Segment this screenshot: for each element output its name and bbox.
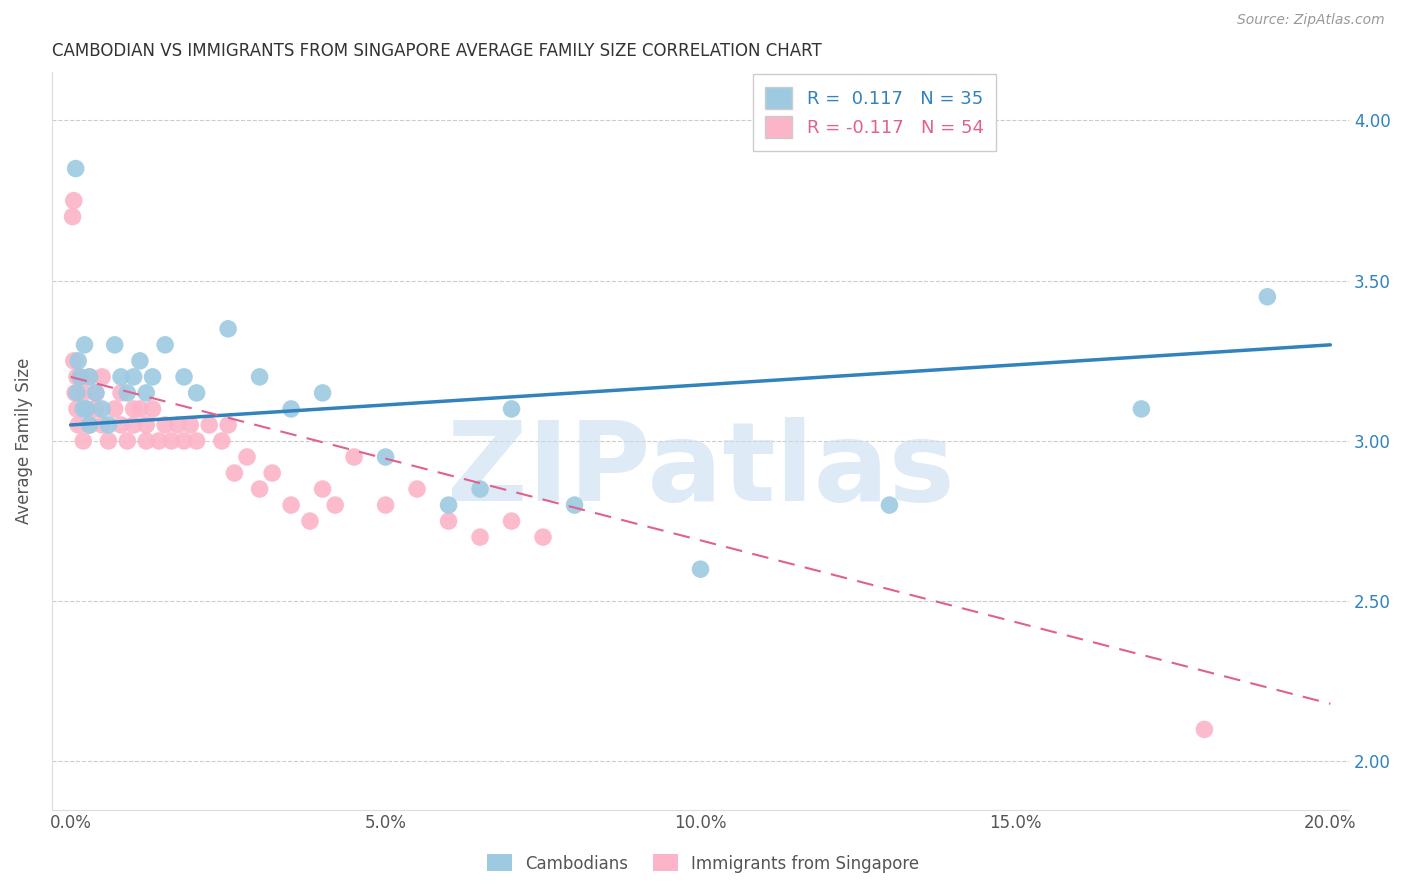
Legend: Cambodians, Immigrants from Singapore: Cambodians, Immigrants from Singapore (479, 847, 927, 880)
Point (501, 514, 523, 528)
Point (135, 417, 157, 432)
Point (564, 498, 586, 512)
Point (531, 530, 554, 544)
Point (62, 354, 84, 368)
Text: ZIPatlas: ZIPatlas (447, 417, 955, 524)
Point (73, 338, 96, 352)
Point (141, 401, 163, 416)
Point (173, 434, 195, 448)
Point (179, 417, 201, 432)
Point (224, 466, 246, 480)
Point (129, 401, 152, 416)
Point (110, 385, 132, 400)
Point (91, 370, 114, 384)
Point (343, 450, 366, 464)
Point (117, 385, 139, 400)
Point (262, 466, 284, 480)
Point (135, 385, 157, 400)
Point (63, 385, 86, 400)
Point (110, 417, 132, 432)
Point (110, 370, 132, 384)
Point (66, 385, 89, 400)
Point (122, 417, 145, 432)
Point (323, 498, 346, 512)
Point (437, 498, 460, 512)
Point (122, 370, 145, 384)
Legend: R =  0.117   N = 35, R = -0.117   N = 54: R = 0.117 N = 35, R = -0.117 N = 54 (752, 74, 997, 151)
Point (198, 417, 221, 432)
Point (280, 498, 302, 512)
Point (66, 401, 89, 416)
Point (211, 434, 233, 448)
Point (75, 401, 97, 416)
Point (468, 482, 491, 496)
Point (148, 434, 170, 448)
Point (249, 370, 271, 384)
Point (69, 370, 91, 384)
Point (311, 482, 333, 496)
Point (217, 417, 239, 432)
Point (67, 354, 90, 368)
Point (1130, 401, 1153, 416)
Point (62, 210, 84, 224)
Point (437, 514, 460, 528)
Point (311, 385, 333, 400)
Point (84, 385, 107, 400)
Point (1256, 290, 1278, 304)
Point (122, 401, 145, 416)
Point (79, 370, 101, 384)
Point (1194, 723, 1216, 737)
Point (72, 385, 94, 400)
Point (298, 514, 321, 528)
Point (501, 401, 523, 416)
Point (84, 385, 107, 400)
Point (879, 498, 901, 512)
Point (160, 434, 183, 448)
Point (65, 161, 87, 176)
Point (79, 417, 101, 432)
Point (97, 434, 120, 448)
Point (84, 401, 107, 416)
Point (75, 401, 97, 416)
Point (104, 401, 127, 416)
Point (166, 417, 188, 432)
Point (72, 434, 94, 448)
Point (129, 354, 152, 368)
Point (67, 417, 90, 432)
Point (141, 370, 163, 384)
Point (173, 370, 195, 384)
Point (280, 401, 302, 416)
Point (69, 370, 91, 384)
Point (186, 385, 208, 400)
Point (153, 338, 176, 352)
Point (72, 401, 94, 416)
Text: CAMBODIAN VS IMMIGRANTS FROM SINGAPORE AVERAGE FAMILY SIZE CORRELATION CHART: CAMBODIAN VS IMMIGRANTS FROM SINGAPORE A… (52, 42, 821, 60)
Point (135, 434, 157, 448)
Point (236, 450, 259, 464)
Point (249, 482, 271, 496)
Point (374, 450, 396, 464)
Point (406, 482, 429, 496)
Point (91, 401, 114, 416)
Point (91, 417, 114, 432)
Point (153, 417, 176, 432)
Point (374, 498, 396, 512)
Point (186, 434, 208, 448)
Point (66, 370, 89, 384)
Point (79, 370, 101, 384)
Point (689, 562, 711, 576)
Point (97, 417, 120, 432)
Point (217, 322, 239, 336)
Point (79, 417, 101, 432)
Text: Source: ZipAtlas.com: Source: ZipAtlas.com (1237, 13, 1385, 28)
Point (468, 530, 491, 544)
Point (117, 434, 139, 448)
Point (62, 194, 84, 208)
Y-axis label: Average Family Size: Average Family Size (15, 358, 32, 524)
Point (104, 338, 127, 352)
